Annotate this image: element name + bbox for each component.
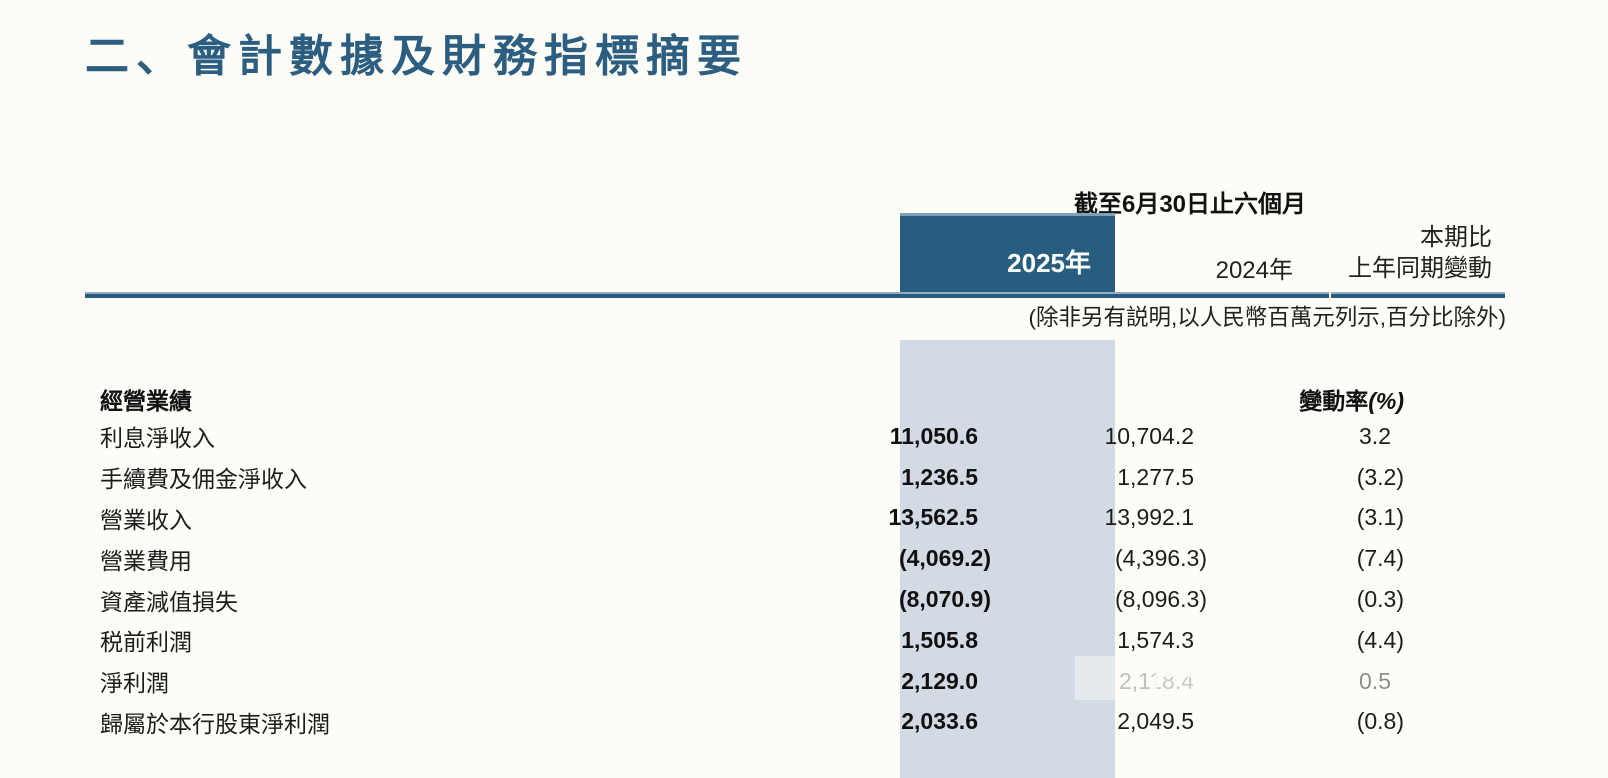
value-2025: 1,236.5 — [901, 463, 978, 490]
value-2025: (8,070.9) — [898, 586, 991, 613]
value-2025: (4,069.2) — [898, 545, 991, 572]
value-change: (7.4) — [1356, 545, 1404, 572]
column-header-change-line1: 本期比 — [1420, 224, 1492, 251]
value-change: (4.4) — [1356, 626, 1404, 653]
row-label: 歸屬於本行股東淨利潤 — [100, 710, 330, 737]
value-2024: 2,049.5 — [1117, 708, 1194, 735]
table-row: 税前利潤 1,505.8 1,574.3 (4.4) — [0, 620, 1608, 661]
value-2024: (8,096.3) — [1114, 586, 1207, 613]
unit-note: (除非另有説明,以人民幣百萬元列示,百分比除外) — [1028, 305, 1507, 330]
change-rate-label: 變動率(%) — [1299, 388, 1404, 414]
divider-rule-gap — [1329, 292, 1331, 298]
column-highlight-band — [900, 340, 1115, 778]
section-row: 經營業績 變動率(%) — [0, 383, 1608, 415]
value-2024: 1,574.3 — [1117, 626, 1194, 653]
value-2025: 13,562.5 — [888, 504, 978, 531]
column-header-change: 本期比 上年同期變動 — [1280, 222, 1504, 284]
value-2025: 2,129.0 — [901, 667, 978, 694]
column-header-2024: 2024年 — [1215, 257, 1293, 284]
table-row: 手續費及佣金淨收入 1,236.5 1,277.5 (3.2) — [0, 457, 1608, 498]
table-row: 利息淨收入 11,050.6 10,704.2 3.2 — [0, 416, 1608, 457]
table-row: 營業費用 (4,069.2) (4,396.3) (7.4) — [0, 538, 1608, 579]
table-row: 淨利潤 2,129.0 2,118.4 0.5 — [0, 661, 1608, 702]
value-change: (3.1) — [1356, 504, 1404, 531]
value-change: 3.2 — [1359, 422, 1391, 449]
value-2025: 11,050.6 — [889, 422, 978, 449]
table-row: 資產減值損失 (8,070.9) (8,096.3) (0.3) — [0, 579, 1608, 620]
financial-table-body: 利息淨收入 11,050.6 10,704.2 3.2 手續費及佣金淨收入 1,… — [0, 416, 1608, 742]
column-header-2025-label: 2025年 — [1007, 248, 1091, 278]
value-2024: (4,396.3) — [1114, 545, 1207, 572]
value-2024: 10,704.2 — [1104, 422, 1194, 449]
row-label: 税前利潤 — [100, 629, 192, 656]
row-label: 手續費及佣金淨收入 — [100, 466, 307, 493]
table-row: 營業收入 13,562.5 13,992.1 (3.1) — [0, 498, 1608, 539]
page-title: 二、會計數據及財務指標摘要 — [85, 32, 748, 81]
value-change: (0.3) — [1356, 586, 1404, 613]
row-label: 營業費用 — [100, 547, 192, 574]
value-2024: 2,118.4 — [1118, 667, 1194, 694]
row-label: 資產減值損失 — [100, 588, 238, 615]
value-2024: 1,277.5 — [1117, 463, 1194, 490]
row-label: 淨利潤 — [100, 670, 169, 697]
value-2025: 2,033.6 — [901, 708, 978, 735]
column-header-change-line2: 上年同期變動 — [1348, 255, 1492, 282]
section-label: 經營業績 — [100, 388, 192, 414]
value-2024: 13,992.1 — [1104, 504, 1194, 531]
divider-rule — [85, 292, 1505, 298]
column-header-2025: 2025年 — [900, 213, 1115, 292]
value-change: (3.2) — [1356, 463, 1404, 490]
row-label: 利息淨收入 — [100, 425, 215, 452]
value-change: (0.8) — [1356, 708, 1404, 735]
change-rate-percent-suffix: (%) — [1368, 388, 1404, 414]
value-change: 0.5 — [1359, 667, 1391, 694]
row-label: 營業收入 — [100, 506, 192, 533]
table-row: 歸屬於本行股東淨利潤 2,033.6 2,049.5 (0.8) — [0, 702, 1608, 743]
value-2025: 1,505.8 — [901, 626, 978, 653]
